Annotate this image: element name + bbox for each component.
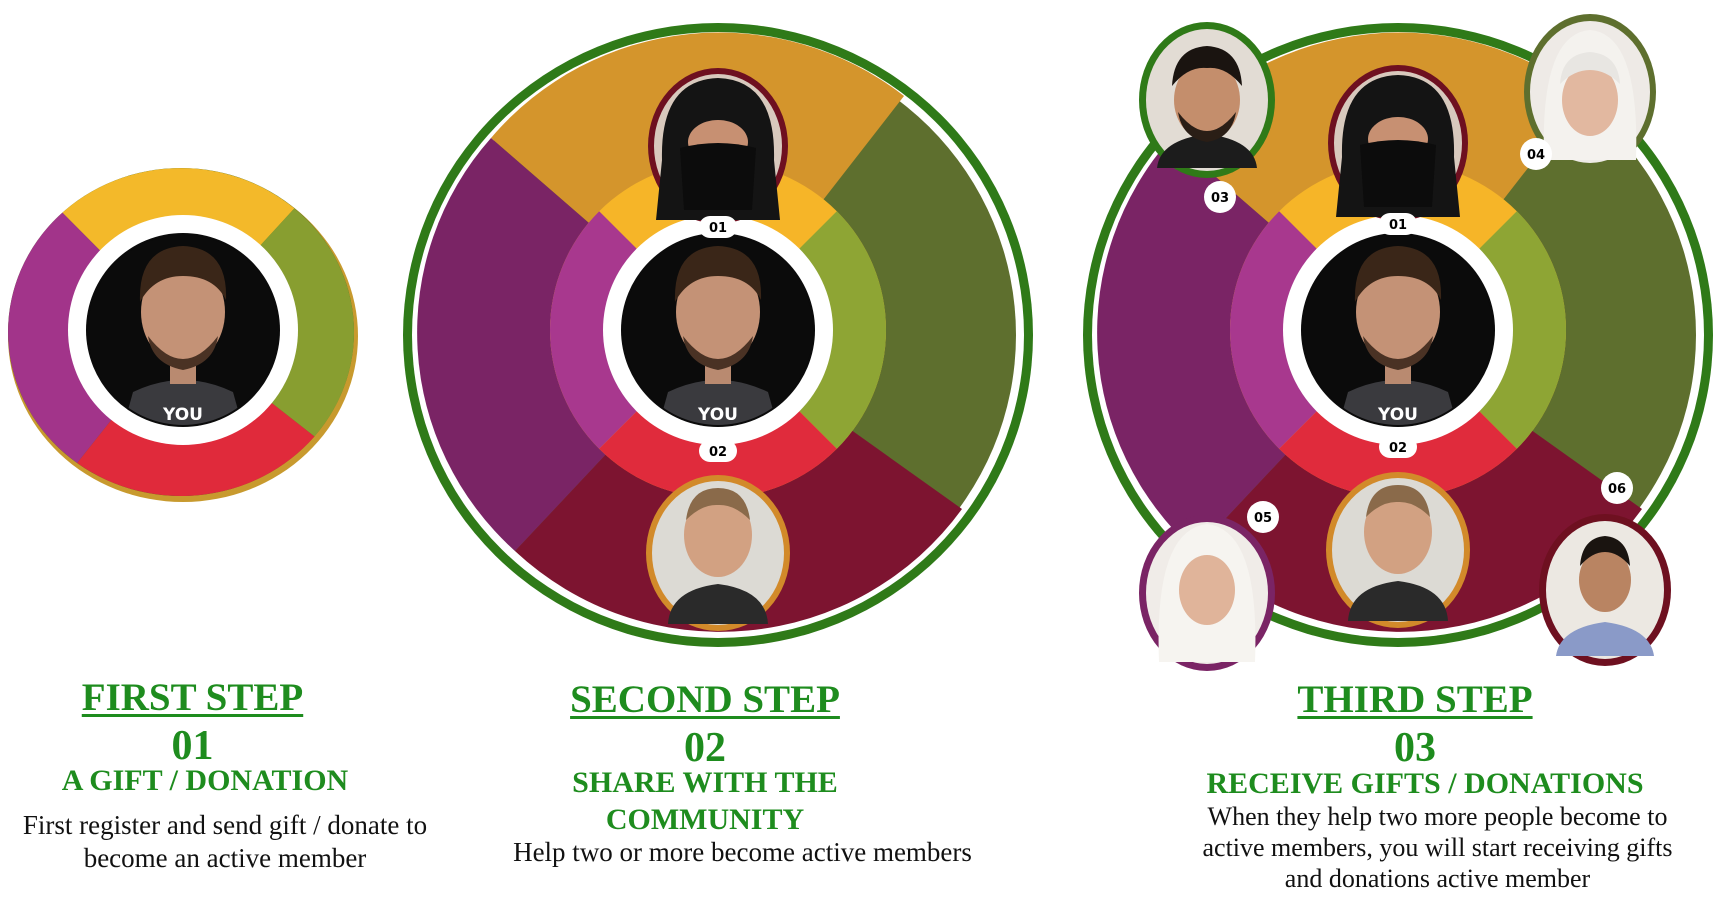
svg-text:05: 05	[1254, 511, 1272, 526]
description-line: When they help two more people become to	[1207, 802, 1668, 831]
step-2-wheel: YOU 01 02	[403, 23, 1033, 647]
badge-02: 02	[1379, 436, 1417, 458]
step-3-title: THIRD STEP	[1297, 678, 1533, 721]
step-3-description: When they help two more people become to…	[1165, 801, 1710, 894]
member-01-avatar	[1328, 65, 1468, 221]
svg-text:04: 04	[1527, 148, 1545, 163]
member-04-avatar	[1524, 14, 1656, 170]
description-line: become an active member	[83, 843, 367, 873]
description-line: active members, you will start receiving…	[1202, 833, 1673, 862]
step-2-title: SECOND STEP	[570, 678, 840, 721]
step-1-number: 01	[171, 723, 214, 769]
step-3-wheel: YOU 01 02	[1083, 14, 1713, 671]
you-label: YOU	[697, 405, 738, 425]
you-label: YOU	[1377, 405, 1418, 425]
description-line: First register and send gift / donate to	[22, 810, 428, 840]
member-02-avatar	[646, 475, 790, 631]
member-01-avatar	[648, 68, 788, 224]
badge-01: 01	[1379, 213, 1417, 235]
step-1-title: FIRST STEP	[81, 676, 304, 719]
step-3-number: 03	[1394, 725, 1436, 771]
badge-04: 04	[1520, 138, 1552, 170]
subtitle-line: SHARE WITH THE	[572, 766, 838, 799]
svg-text:02: 02	[709, 445, 727, 460]
step-1-subtitle: A GIFT / DONATION	[61, 764, 349, 797]
avatar-you: YOU	[623, 235, 813, 425]
avatar-you: YOU	[88, 235, 278, 425]
svg-text:02: 02	[1389, 441, 1407, 456]
svg-text:01: 01	[1389, 218, 1407, 233]
badge-06: 06	[1601, 472, 1633, 504]
member-02-avatar	[1326, 472, 1470, 628]
badge-01: 01	[699, 216, 737, 238]
step-3-subtitle: RECEIVE GIFTS / DONATIONS	[1206, 767, 1644, 800]
step-2-subtitle: SHARE WITH THE COMMUNITY	[460, 764, 950, 838]
badge-03: 03	[1204, 181, 1236, 213]
step-1-wheel: YOU	[8, 168, 358, 502]
description-line: Help two or more become active members	[513, 837, 972, 867]
step-2-number: 02	[684, 725, 726, 771]
member-05-avatar	[1139, 515, 1275, 671]
badge-05: 05	[1247, 501, 1279, 533]
step-1-description: First register and send gift / donate to…	[0, 809, 450, 875]
step-2-description: Help two or more become active members	[460, 836, 1025, 868]
you-label: YOU	[162, 405, 203, 425]
member-06-avatar	[1539, 514, 1671, 666]
member-03-avatar	[1139, 22, 1275, 178]
svg-text:03: 03	[1211, 191, 1229, 206]
avatar-you: YOU	[1303, 235, 1493, 425]
badge-02: 02	[699, 440, 737, 462]
svg-text:06: 06	[1608, 482, 1626, 497]
subtitle-line: COMMUNITY	[605, 803, 805, 836]
svg-text:01: 01	[709, 221, 727, 236]
description-line: and donations active member	[1284, 864, 1591, 893]
